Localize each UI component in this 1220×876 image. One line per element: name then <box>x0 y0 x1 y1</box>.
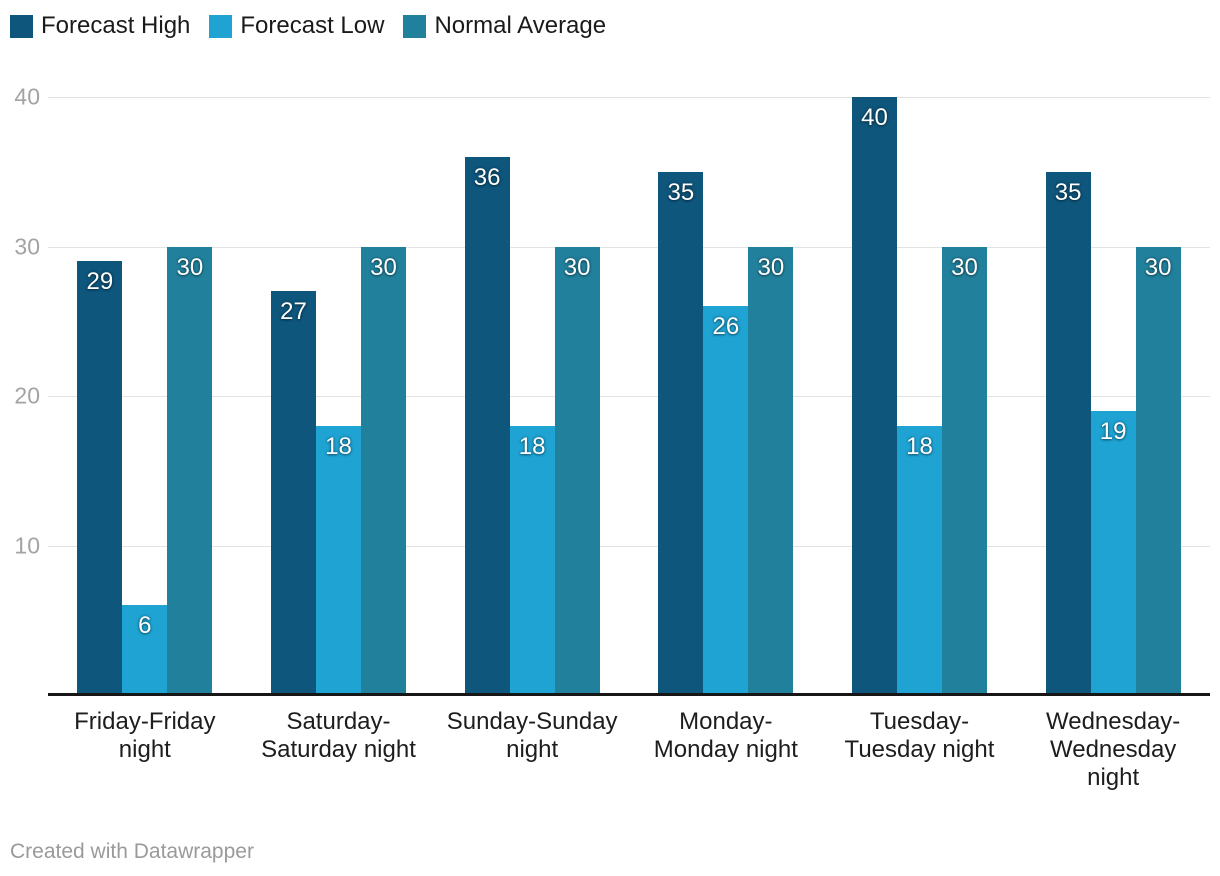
legend-label: Forecast Low <box>240 12 385 39</box>
bar-normal-average[interactable]: 30 <box>748 246 794 695</box>
bar-value-label: 27 <box>280 298 307 326</box>
gridline-30 <box>48 246 1210 248</box>
legend-label: Normal Average <box>434 12 607 39</box>
legend-label: Forecast High <box>41 12 191 39</box>
gridline-40 <box>48 97 1210 98</box>
bar-value-label: 30 <box>370 253 397 281</box>
bar-forecast-high[interactable]: 35 <box>658 171 704 695</box>
x-axis-labels: Friday-Friday night Saturday- Saturday nigh… <box>0 708 1220 803</box>
bar-value-label: 18 <box>906 432 933 460</box>
bar-forecast-high[interactable]: 36 <box>464 156 510 695</box>
bar-normal-average[interactable]: 30 <box>1135 246 1181 695</box>
bar-value-label: 18 <box>325 432 352 460</box>
bar-forecast-low[interactable]: 6 <box>122 605 168 695</box>
y-axis-tick-label-10: 10 <box>14 532 40 558</box>
legend-item-forecast-low: Forecast Low <box>209 14 384 38</box>
bar-value-label: 30 <box>563 253 591 281</box>
bar-forecast-high[interactable]: 40 <box>852 97 897 695</box>
bar-normal-average[interactable]: 30 <box>942 246 987 695</box>
bar-value-label: 19 <box>1099 417 1127 445</box>
bar-forecast-low[interactable]: 26 <box>703 306 749 695</box>
x-axis-category-label: Saturday- Saturday night <box>261 708 416 763</box>
bar-normal-average[interactable]: 30 <box>361 246 406 695</box>
bar-value-label: 26 <box>712 313 740 341</box>
y-axis-tick-label-20: 20 <box>14 382 40 409</box>
gridline-20 <box>48 396 1210 397</box>
y-axis-tick-label-30: 30 <box>14 233 40 259</box>
bar-forecast-high[interactable]: 27 <box>271 291 316 695</box>
bar-value-label: 40 <box>861 104 888 131</box>
x-axis-category-label: Sunday-Sunday night <box>446 708 618 763</box>
bar-forecast-high[interactable]: 35 <box>1045 171 1091 695</box>
chart-legend: Forecast High Forecast Low Normal Averag… <box>10 14 625 38</box>
bar-normal-average[interactable]: 30 <box>554 246 600 695</box>
x-axis-category-label: Monday- Monday night <box>653 708 798 763</box>
bar-forecast-low[interactable]: 18 <box>897 425 942 695</box>
bar-value-label: 35 <box>1054 178 1082 206</box>
legend-item-normal-average: Normal Average <box>403 14 606 38</box>
datawrapper-credit-link[interactable]: Created with Datawrapper <box>10 840 254 863</box>
bar-value-label: 18 <box>518 432 546 460</box>
legend-swatch-forecast-high <box>10 14 33 38</box>
bar-value-label: 30 <box>951 253 978 281</box>
bar-value-label: 36 <box>473 163 501 191</box>
bar-value-label: 29 <box>86 268 114 296</box>
x-axis-category-label: Tuesday- Tuesday night <box>844 708 995 763</box>
legend-swatch-normal-average <box>403 14 427 38</box>
x-axis-baseline <box>48 693 1210 696</box>
legend-item-forecast-high: Forecast High <box>10 14 190 38</box>
plot-area: 29 6 30 27 18 30 36 18 30 35 26 30 40 18 30 35 19 30 <box>48 97 1210 695</box>
bar-forecast-low[interactable]: 18 <box>316 425 361 695</box>
bar-forecast-low[interactable]: 18 <box>509 425 555 695</box>
y-axis-tick-label-40: 40 <box>14 83 40 110</box>
gridline-10 <box>48 545 1210 547</box>
bar-forecast-low[interactable]: 19 <box>1090 410 1136 695</box>
bar-value-label: 6 <box>138 612 152 640</box>
bar-value-label: 30 <box>1144 253 1172 281</box>
bar-value-label: 35 <box>667 178 695 206</box>
bar-forecast-high[interactable]: 29 <box>77 261 123 695</box>
x-axis-category-label: Friday-Friday night <box>74 708 216 763</box>
legend-swatch-forecast-low <box>209 14 233 38</box>
x-axis-category-label: Wednesday- Wednesday night <box>1046 708 1181 791</box>
bar-value-label: 30 <box>757 253 785 281</box>
bar-normal-average[interactable]: 30 <box>167 246 213 695</box>
bar-value-label: 30 <box>176 253 204 281</box>
